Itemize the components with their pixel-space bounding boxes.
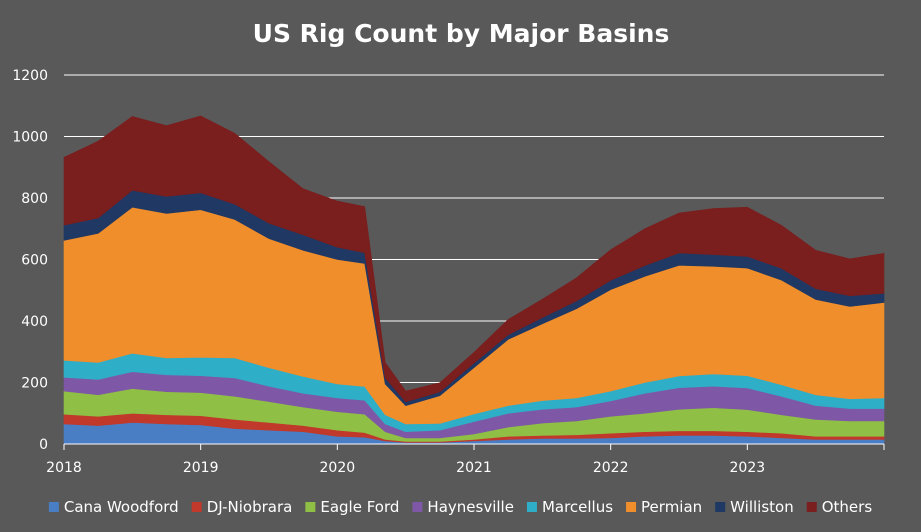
- legend-swatch: [806, 502, 817, 512]
- legend-item: Marcellus: [526, 498, 613, 516]
- x-tick-label: 2020: [320, 460, 356, 476]
- axis-layer: 0 200 400 600 800 1000 1200 2018 2019 2020 2021 202…: [12, 68, 885, 476]
- legend-label: Haynesville: [427, 498, 514, 516]
- legend-label: DJ-Niobrara: [207, 498, 293, 516]
- legend-swatch: [412, 502, 423, 512]
- legend-label: Williston: [730, 498, 794, 516]
- legend-label: Marcellus: [542, 498, 613, 516]
- x-tick-label: 2023: [730, 460, 766, 476]
- legend-item: Eagle Ford: [305, 498, 399, 516]
- legend-swatch: [626, 502, 637, 512]
- legend-label: Cana Woodford: [64, 498, 179, 516]
- legend-swatch: [305, 502, 316, 512]
- legend-label: Eagle Ford: [320, 498, 399, 516]
- legend-swatch: [191, 502, 202, 512]
- area-series-others: [63, 115, 885, 403]
- y-tick-label: 800: [21, 191, 48, 207]
- y-tick-label: 400: [21, 314, 48, 330]
- legend-item: Others: [806, 498, 873, 516]
- legend-swatch: [48, 502, 59, 512]
- legend-item: DJ-Niobrara: [191, 498, 293, 516]
- y-tick-label: 600: [21, 253, 48, 269]
- y-tick-label: 200: [21, 376, 48, 392]
- x-tick-label: 2018: [46, 460, 82, 476]
- y-tick-label: 0: [39, 437, 48, 453]
- y-tick-label: 1200: [12, 68, 48, 84]
- legend-item: Cana Woodford: [48, 498, 179, 516]
- x-tick-label: 2019: [183, 460, 219, 476]
- legend-label: Others: [822, 498, 873, 516]
- legend-swatch: [715, 502, 726, 512]
- chart-title: US Rig Count by Major Basins: [253, 19, 670, 48]
- x-tick-label: 2022: [593, 460, 629, 476]
- y-tick-label: 1000: [12, 130, 48, 146]
- legend-label: Permian: [641, 498, 702, 516]
- x-tick-label: 2021: [456, 460, 492, 476]
- legend-item: Williston: [715, 498, 794, 516]
- legend: Cana Woodford DJ-Niobrara Eagle Ford Haynes…: [48, 498, 873, 516]
- legend-item: Haynesville: [412, 498, 514, 516]
- area-layer: [63, 115, 885, 445]
- legend-item: Permian: [626, 498, 702, 516]
- legend-swatch: [526, 502, 537, 512]
